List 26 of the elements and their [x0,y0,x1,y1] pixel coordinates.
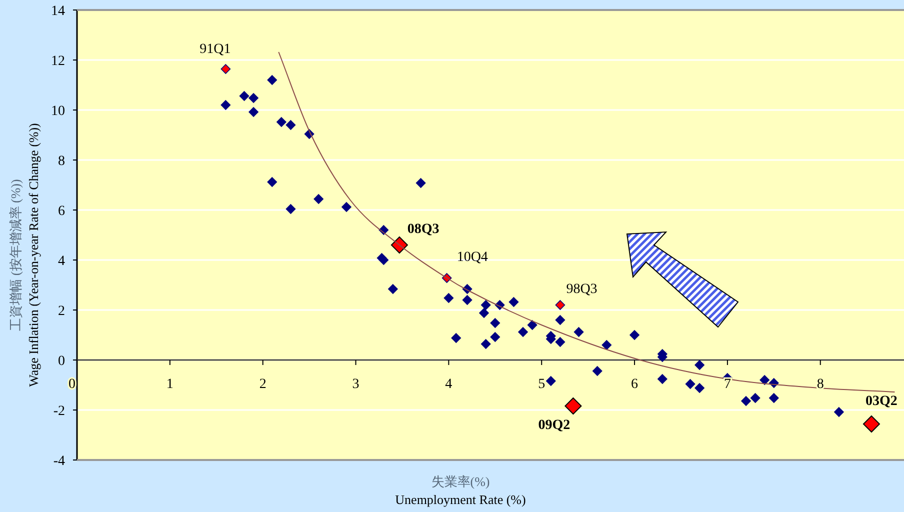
annotation: 08Q3 [407,222,440,237]
y-tick-label: -2 [53,404,65,419]
x-tick-label: 5 [538,377,546,392]
x-tick-label: 4 [445,377,452,392]
y-tick-label: 6 [58,204,65,219]
annotation: 98Q3 [566,282,598,297]
x-tick-label: 2 [259,377,266,392]
x-axis-title: 失業率(%) Unemployment Rate (%) [395,474,526,507]
annotation: 09Q2 [538,418,570,433]
y-tick-label: 14 [51,4,65,19]
y-tick-label: -4 [53,454,65,469]
y-tick-label: 4 [58,254,65,269]
y-tick-label: 8 [58,154,65,169]
annotation: 10Q4 [456,250,488,265]
annotation: 91Q1 [200,42,231,57]
y-tick-label: 2 [58,304,65,319]
y-tick-label: 10 [51,104,65,119]
annotation: 03Q2 [865,394,898,409]
x-tick-label: 0 [68,377,76,392]
y-axis-title: 工資增幅 (按年增減率 (%)) Wage Inflation (Year-on-year Rate of Change (%)) [8,123,41,387]
x-tick-label: 1 [166,377,174,392]
y-tick-label: 0 [58,354,65,369]
x-tick-label: 7 [724,377,731,392]
y-tick-label: 12 [51,54,65,69]
x-tick-label: 6 [631,377,638,392]
x-tick-label: 3 [352,377,360,392]
